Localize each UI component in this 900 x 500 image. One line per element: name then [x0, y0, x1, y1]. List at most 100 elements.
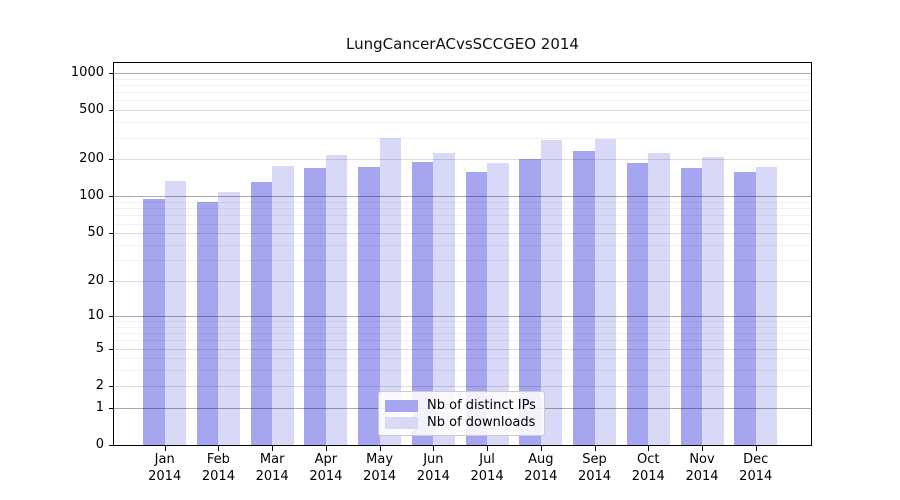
gridline [114, 348, 811, 350]
bar-downloads-oct [648, 153, 670, 445]
bar-downloads-dec [755, 167, 778, 445]
y-tick-label: 500 [79, 102, 104, 118]
gridline [114, 321, 811, 322]
x-tick-year: 2014 [577, 469, 612, 484]
gridline [114, 110, 811, 112]
x-tick-year: 2014 [148, 469, 182, 484]
x-tick-label: Aug 2014 [501, 451, 581, 485]
y-tick-mark [109, 407, 113, 409]
x-tick-mark [218, 446, 220, 451]
y-tick-mark [109, 196, 113, 198]
x-tick-year: 2014 [309, 469, 343, 484]
x-tick-year: 2014 [470, 469, 504, 484]
x-tick-year: 2014 [255, 469, 289, 484]
bar-downloads-jan [164, 181, 187, 445]
gridline [114, 72, 811, 74]
bar-distinct-ips-dec [734, 171, 756, 445]
x-tick-year: 2014 [363, 469, 397, 484]
y-tick-label: 10 [87, 307, 104, 323]
x-tick-label: Jul 2014 [447, 451, 527, 485]
y-tick-label: 0 [95, 437, 104, 452]
bar-downloads-feb [218, 192, 240, 445]
x-tick-label: Nov 2014 [662, 451, 742, 485]
bar-distinct-ips-apr [304, 168, 326, 445]
y-tick-mark [109, 72, 113, 74]
bar-downloads-jul [487, 162, 509, 445]
x-tick-mark [164, 446, 166, 451]
x-tick-label: Oct 2014 [608, 451, 688, 485]
gridline [114, 78, 811, 80]
y-tick-mark [109, 233, 113, 235]
gridline [114, 340, 811, 342]
y-tick-mark [109, 445, 113, 446]
x-tick-mark [540, 446, 542, 451]
bar-distinct-ips-mar [250, 182, 273, 445]
x-tick-mark [594, 446, 596, 451]
x-tick-year: 2014 [416, 469, 450, 484]
x-tick-month: Jul [479, 452, 495, 467]
x-tick-mark [755, 446, 757, 451]
chart-title: LungCancerACvsSCCGEO 2014 [346, 35, 579, 53]
y-tick-mark [109, 385, 113, 387]
x-tick-mark [325, 446, 327, 451]
x-tick-month: Feb [206, 452, 230, 467]
legend-swatch-distinct-ips [385, 399, 418, 412]
x-tick-mark [487, 446, 489, 451]
bar-downloads-aug [540, 139, 563, 445]
gridline [114, 196, 811, 198]
x-tick-year: 2014 [685, 469, 719, 484]
bar-downloads-jun [433, 153, 455, 445]
legend-item: Nb of distinct IPs [385, 398, 536, 413]
x-tick-month: Jan [154, 452, 175, 467]
y-tick-mark [109, 110, 113, 112]
x-tick-label: Dec 2014 [716, 451, 796, 485]
y-tick-mark [109, 281, 113, 283]
y-tick-label: 50 [87, 225, 104, 241]
x-tick-label: May 2014 [340, 451, 420, 485]
legend-label: Nb of distinct IPs [427, 398, 536, 413]
x-tick-mark [702, 446, 703, 451]
x-tick-month: Jun [423, 452, 444, 467]
y-tick-label: 5 [95, 340, 104, 356]
x-tick-label: Feb 2014 [178, 451, 258, 485]
gridline [114, 215, 811, 217]
gridline [114, 385, 811, 387]
bar-distinct-ips-jun [411, 162, 434, 445]
bar-downloads-may [379, 138, 402, 445]
y-tick-label: 1 [95, 399, 104, 415]
x-tick-month: Dec [743, 452, 769, 467]
gridline [114, 159, 811, 161]
x-tick-year: 2014 [631, 469, 665, 484]
gridline [114, 233, 811, 235]
bar-distinct-ips-feb [196, 202, 219, 445]
gridline [114, 84, 811, 86]
bar-distinct-ips-jan [143, 199, 165, 445]
y-tick-label: 100 [79, 188, 104, 204]
legend-item: Nb of downloads [385, 415, 536, 430]
x-tick-month: Mar [259, 452, 285, 467]
bar-distinct-ips-nov [680, 168, 702, 445]
x-tick-label: Sep 2014 [555, 451, 635, 485]
y-tick-label: 1000 [70, 64, 104, 80]
gridline [114, 137, 811, 139]
bar-downloads-nov [702, 157, 724, 445]
x-tick-year: 2014 [524, 469, 558, 484]
y-tick-mark [109, 315, 113, 317]
y-tick-label: 20 [87, 273, 104, 289]
x-tick-label: Apr 2014 [286, 451, 366, 485]
gridline [114, 122, 811, 124]
gridline [114, 223, 811, 225]
legend-label: Nb of downloads [427, 415, 536, 430]
bar-downloads-mar [272, 165, 294, 445]
bar-distinct-ips-sep [573, 150, 595, 445]
gridline [114, 315, 811, 317]
x-tick-label: Jun 2014 [393, 451, 473, 485]
x-tick-month: Sep [582, 452, 607, 467]
gridline [114, 281, 811, 283]
x-tick-year: 2014 [201, 469, 235, 484]
x-tick-month: Aug [528, 452, 554, 467]
x-tick-month: Nov [689, 452, 715, 467]
gridline [114, 370, 811, 372]
gridline [114, 333, 811, 335]
